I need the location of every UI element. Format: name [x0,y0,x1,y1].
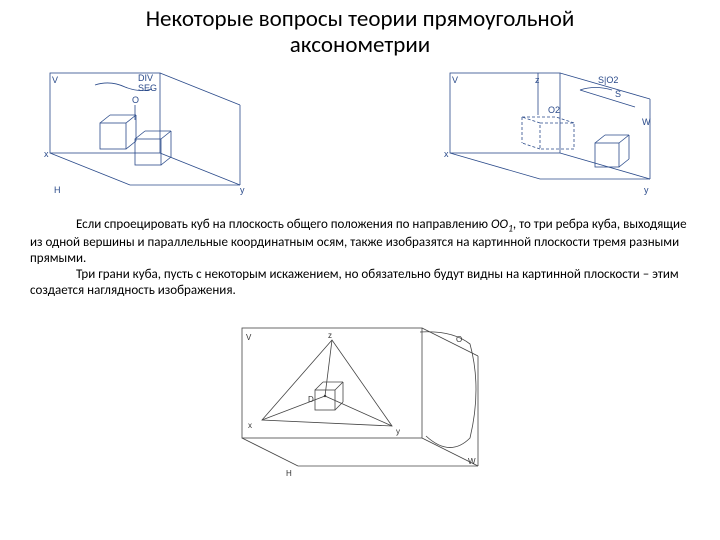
lbl-left-SEG: SEG [138,83,157,93]
lbl-right-W: W [642,117,651,127]
slide-title: Некоторые вопросы теории прямоугольной а… [0,0,720,63]
title-line-2: аксонометрии [290,31,430,59]
lbl-bot-H: H [286,469,292,478]
lbl-right-x: x [444,149,449,159]
lbl-bot-D: D [308,395,314,404]
lbl-right-y: y [644,185,649,195]
lbl-bot-O: O [456,335,462,344]
lbl-right-V: V [452,75,458,85]
top-figures-row: V DIV SEG O x y H [0,63,720,213]
lbl-bot-x: x [248,421,252,430]
paragraph-1: Если спроецировать куб на плоскость обще… [30,217,690,267]
lbl-bot-W: W [468,457,476,466]
lbl-left-DIV: DIV [138,73,153,83]
p1-var: ОО [491,217,508,232]
body-text: Если спроецировать куб на плоскость обще… [0,213,720,300]
lbl-bot-V: V [246,333,252,342]
lbl-right-O2: O2 [548,105,560,115]
figure-left: V DIV SEG O x y H [40,65,280,205]
p2: Три грани куба, пусть с некоторым искаже… [30,267,679,298]
lbl-left-y: y [240,185,245,195]
lbl-left-O: O [132,95,139,105]
title-line-1: Некоторые вопросы теории прямоугольной [146,5,575,33]
lbl-left-x: x [44,149,49,159]
lbl-right-S: S [615,89,621,99]
lbl-bot-z: z [328,331,332,340]
lbl-right-z: z [535,75,540,85]
lbl-right-SIO2: S|O2 [598,75,618,85]
p1-a: Если спроецировать куб на плоскость обще… [76,217,491,232]
figure-bottom: V O x y z H W D [220,318,500,488]
lbl-left-V: V [52,75,58,85]
paragraph-2: Три грани куба, пусть с некоторым искаже… [30,267,690,300]
lbl-bot-y: y [396,427,400,436]
figure-right: V z S|O2 O2 S x y W [440,65,680,205]
lbl-left-H: H [54,185,61,195]
